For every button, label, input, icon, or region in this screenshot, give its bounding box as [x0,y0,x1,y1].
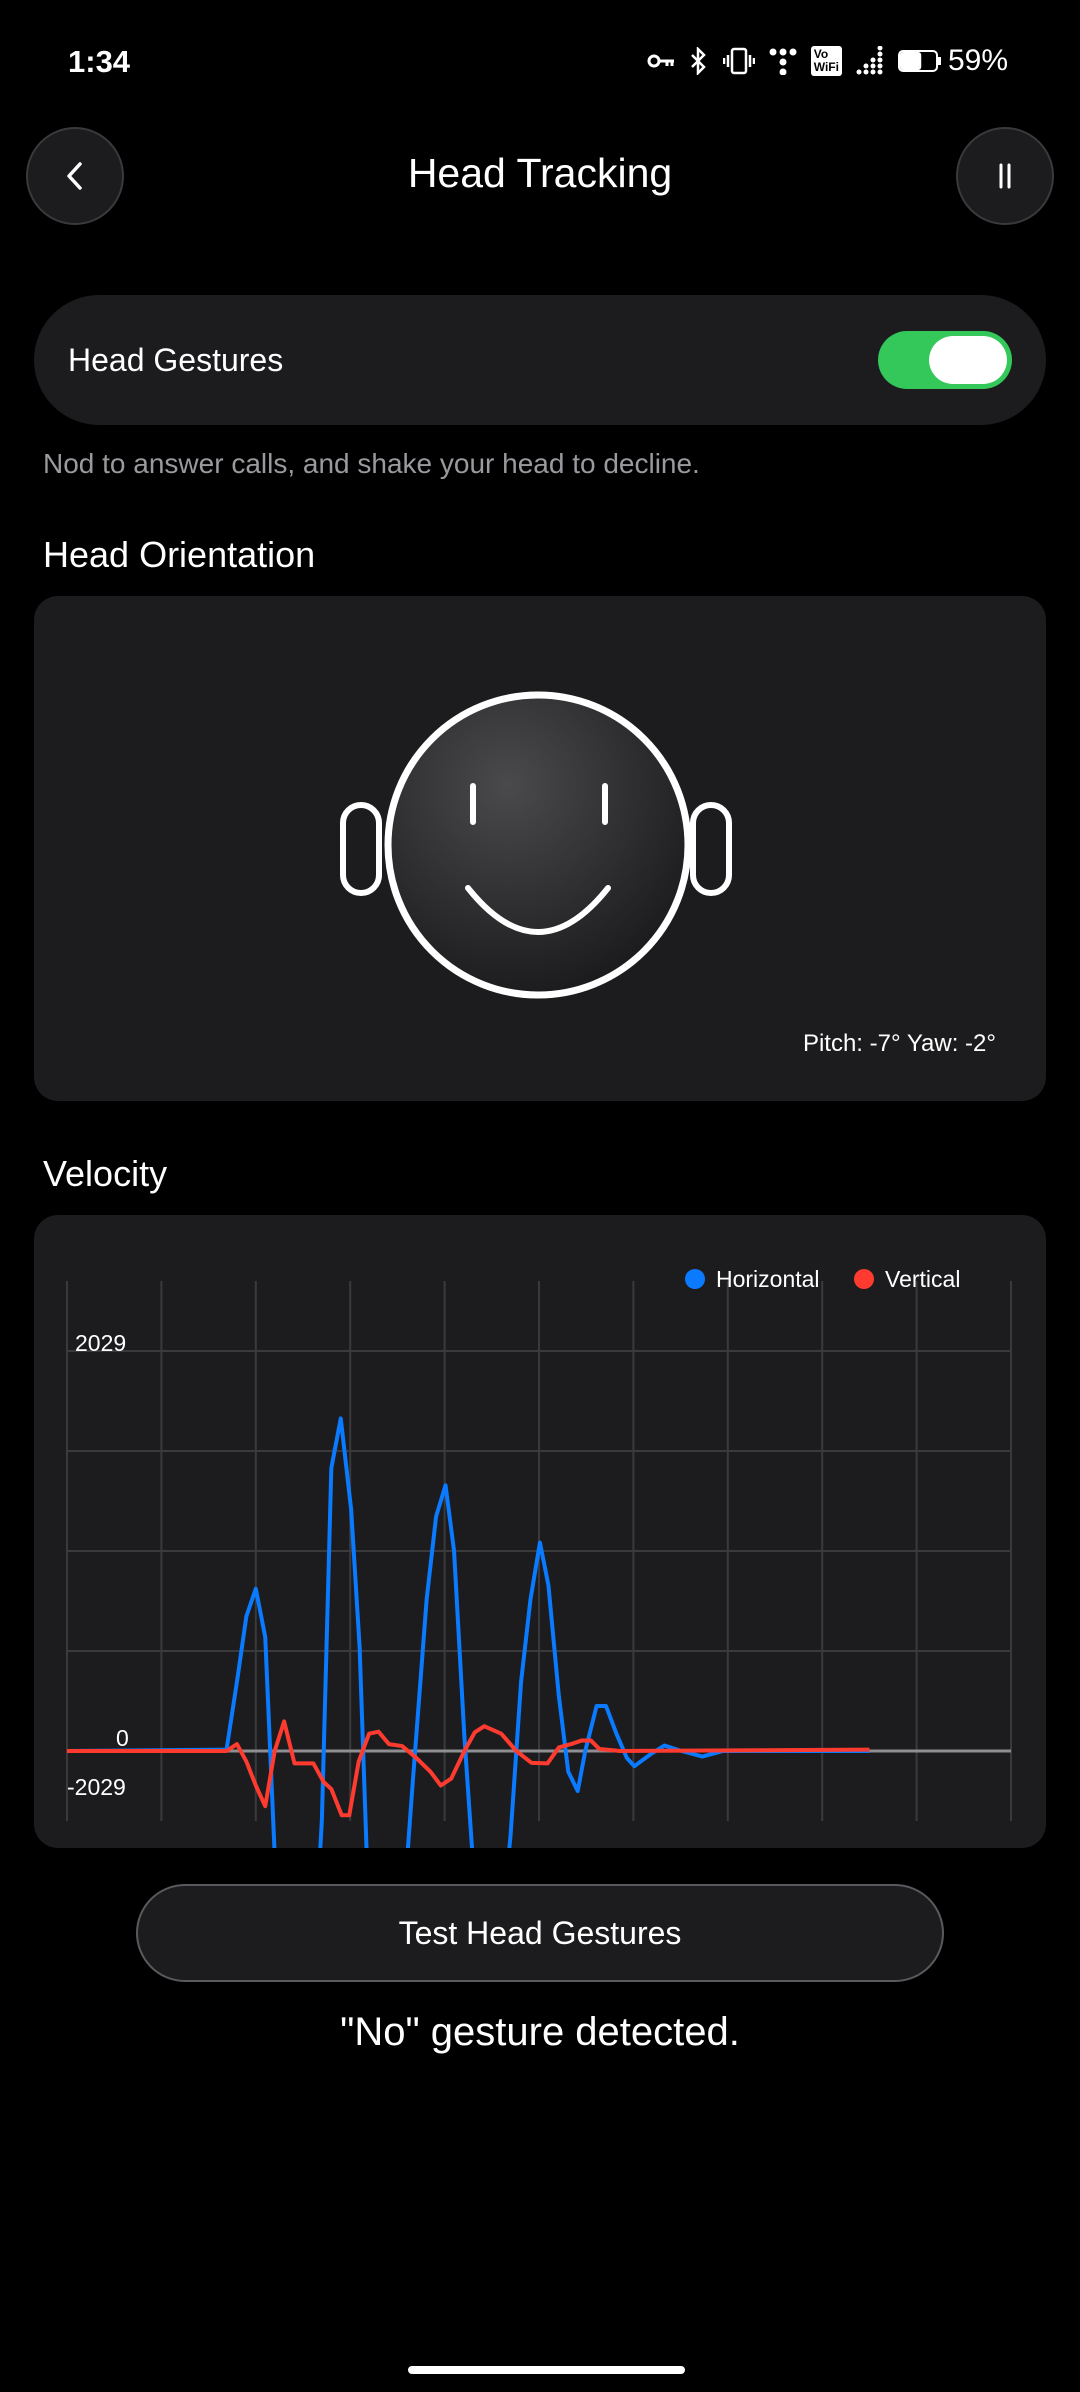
pause-button[interactable] [956,127,1054,225]
series-line-horizontal [66,1416,870,1848]
legend-vertical-label: Vertical [885,1266,960,1292]
head-gestures-row: Head Gestures [34,295,1046,425]
velocity-chart-card: 2029 0 -2029 Horizontal Vertical [34,1215,1046,1848]
pitch-yaw-readout: Pitch: -7° Yaw: -2° [802,1030,996,1057]
toggle-knob [929,336,1007,384]
chevron-left-icon [67,162,82,190]
test-head-gestures-button[interactable]: Test Head Gestures [136,1884,944,1982]
y-tick-max: 2029 [75,1330,126,1356]
vpn-key-icon [647,54,674,68]
head-gestures-toggle[interactable] [878,331,1012,389]
y-tick-min: -2029 [67,1774,126,1800]
vowifi-icon: Vo WiFi [810,46,842,76]
bluetooth-icon [690,47,706,75]
home-indicator[interactable] [408,2366,685,2374]
vibrate-icon [722,47,755,75]
page-title: Head Tracking [407,150,673,196]
head-orientation-card: Pitch: -7° Yaw: -2° [34,596,1046,1101]
velocity-chart: 2029 0 -2029 Horizontal Vertical [66,1266,1012,1848]
head-gestures-label: Head Gestures [68,342,284,378]
status-icons: Vo WiFi 59% [647,44,1008,78]
series-line-vertical [67,1719,870,1818]
head-gestures-description: Nod to answer calls, and shake your head… [43,448,700,479]
signal-icon [856,46,883,75]
legend-vertical-dot [854,1269,874,1289]
head-face-icon [340,691,732,999]
vowifi-bottom: WiFi [813,60,839,74]
network-dots-icon [769,48,797,75]
velocity-title: Velocity [43,1153,168,1194]
head-orientation-title: Head Orientation [43,534,316,575]
y-tick-zero: 0 [116,1725,129,1751]
battery-icon [897,50,941,72]
battery-percent: 59% [947,44,1008,77]
gesture-result: "No" gesture detected. [340,2010,740,2054]
legend-horizontal-dot [685,1269,705,1289]
vowifi-top: Vo [813,47,829,61]
back-button[interactable] [26,127,124,225]
pause-icon [999,163,1011,189]
status-time: 1:34 [68,44,131,79]
legend-horizontal-label: Horizontal [716,1266,820,1292]
